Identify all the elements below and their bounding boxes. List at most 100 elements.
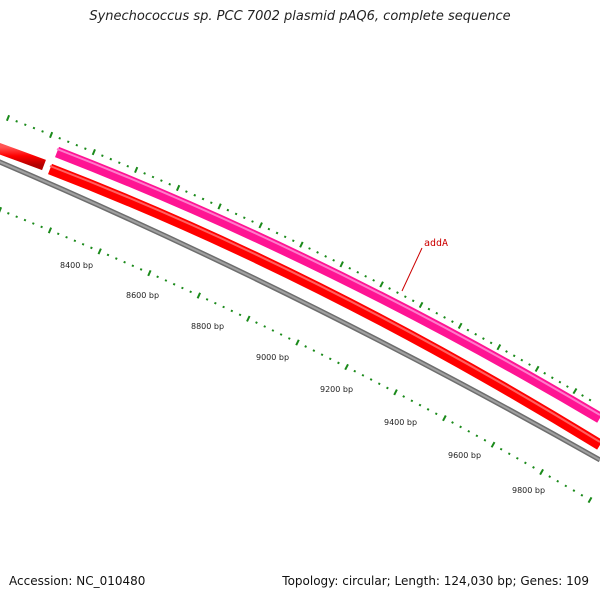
inner-tick-mark [483,438,487,442]
outer-tick-mark [151,175,155,179]
inner-tick-mark [238,313,242,317]
outer-tick-mark [84,147,87,150]
scale-label-9000: 9000 bp [256,353,289,362]
inner-tick-mark [196,292,202,299]
inner-tick-mark [361,373,365,377]
outer-tick-mark [457,322,463,329]
outer-tick-mark [101,154,104,157]
inner-tick-mark [279,333,283,336]
outer-tick-mark [15,120,18,123]
outer-tick-mark [372,279,375,282]
outer-tick-mark [143,172,146,175]
outer-tick-mark [324,255,327,258]
inner-tick-mark [572,489,576,492]
inner-tick-mark [90,246,93,250]
inner-tick-mark [499,447,503,451]
inner-tick-mark [320,353,324,357]
inner-tick-ring [0,206,593,504]
inner-tick-mark [328,357,332,361]
inner-tick-mark [7,212,10,215]
inner-tick-mark [131,264,135,268]
outer-tick-mark [41,130,44,133]
outer-tick-mark [364,274,367,278]
inner-tick-mark [246,315,251,322]
inner-tick-mark [147,270,152,277]
outer-tick-mark [348,266,352,270]
inner-tick-mark [524,461,527,465]
inner-tick-mark [564,484,568,488]
outer-tick-mark [258,222,263,229]
outer-tick-mark [226,208,230,212]
inner-tick-mark [344,363,349,371]
inner-tick-mark [451,421,454,424]
inner-tick-mark [532,466,535,469]
inner-tick-mark [393,389,398,396]
forward-feature-addA[interactable] [55,146,600,423]
outer-tick-mark [168,182,172,186]
outer-tick-mark [581,394,584,397]
inner-tick-mark [81,242,85,246]
outer-tick-mark [275,231,279,235]
outer-tick-mark [512,354,516,358]
outer-tick-mark [528,363,531,366]
outer-tick-mark [404,295,407,299]
inner-tick-mark [222,305,225,309]
outer-tick-mark [308,247,311,250]
inner-tick-mark [181,286,184,290]
outer-tick-mark [332,258,335,262]
outer-tick-mark [126,164,130,168]
outer-tick-mark [496,344,502,351]
outer-tick-mark [175,184,181,192]
outer-tick-mark [23,123,27,127]
outer-tick-mark [550,376,554,380]
inner-tick-mark [271,329,275,332]
inner-tick-mark [369,378,373,381]
inner-tick-mark [475,434,479,438]
inner-tick-mark [507,452,511,456]
outer-tick-mark [160,179,163,182]
inner-tick-mark [65,236,68,239]
outer-tick-mark [75,143,79,147]
inner-tick-mark [123,260,126,264]
outer-tick-mark [474,332,478,336]
inner-tick-mark [205,298,209,301]
inner-tick-mark [548,475,552,479]
inner-tick-mark [402,395,406,398]
inner-tick-mark [23,218,27,222]
outer-tick-mark [558,380,562,384]
inner-tick-mark [214,301,217,305]
outer-tick-mark [66,140,70,144]
plasmid-backbone [0,159,600,463]
outer-tick-mark [505,350,508,353]
outer-tick-mark [91,149,96,156]
reverse-feature-segment-main[interactable] [48,163,600,450]
outer-tick-mark [49,131,54,139]
outer-tick-mark [217,203,222,210]
scale-label-9400: 9400 bp [384,418,417,427]
inner-tick-mark [287,337,291,340]
inner-tick-mark [156,275,159,279]
inner-tick-mark [97,248,102,255]
inner-tick-mark [426,408,430,411]
inner-tick-mark [56,232,60,236]
inner-tick-mark [73,239,77,243]
reverse-feature-segment-left[interactable] [0,142,46,171]
outer-tick-mark [267,227,271,231]
outer-tick-mark [427,307,431,311]
outer-tick-mark [451,320,454,323]
outer-tick-mark [489,341,493,345]
gene-label-addA[interactable]: addA [424,238,448,249]
outer-tick-mark [185,190,188,193]
outer-tick-mark [356,270,360,274]
scale-label-9600: 9600 bp [448,451,481,460]
outer-tick-mark [443,316,446,319]
inner-tick-mark [40,225,43,229]
outer-tick-mark [435,311,439,315]
inner-tick-mark [386,386,389,390]
outer-tick-mark [193,193,197,197]
inner-tick-mark [106,253,110,257]
scale-label-9800: 9800 bp [512,486,545,495]
inner-tick-mark [418,403,422,407]
outer-tick-mark [299,241,304,248]
outer-tick-mark [534,365,540,372]
